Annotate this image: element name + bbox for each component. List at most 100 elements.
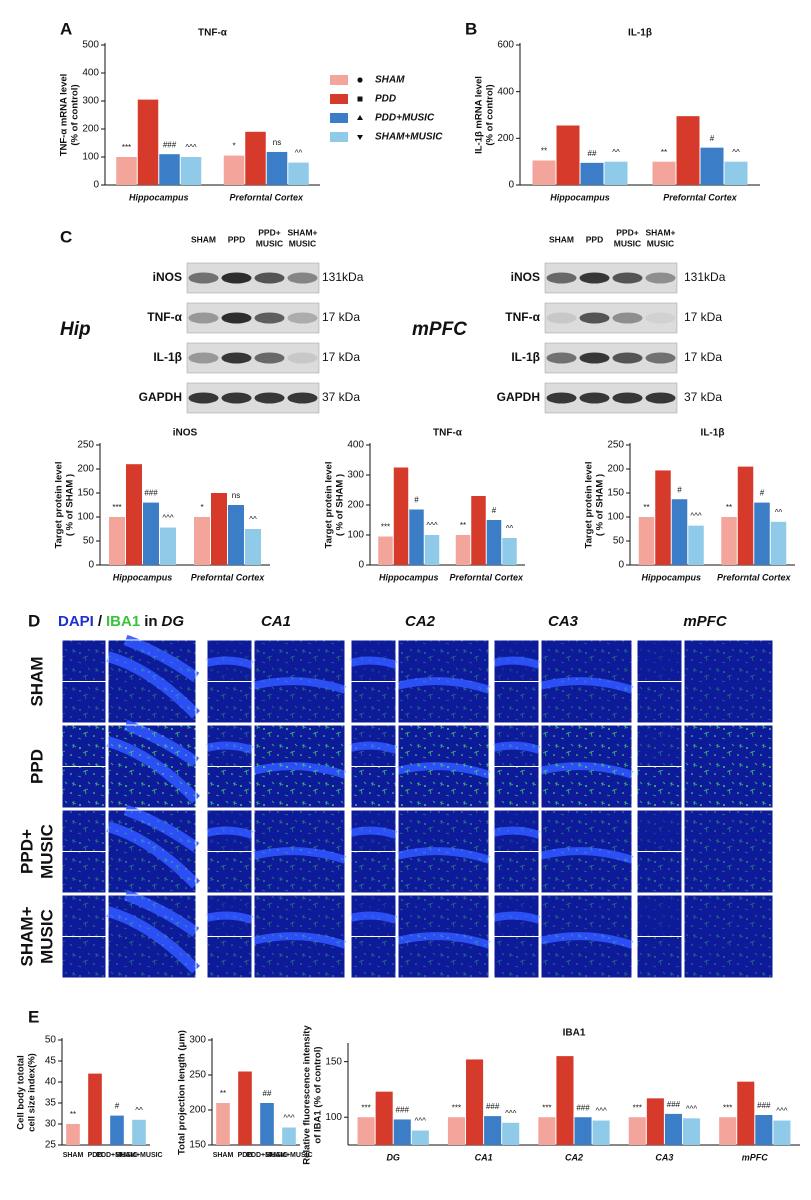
- panel-label: D: [28, 611, 40, 630]
- y-tick-label: 200: [77, 464, 94, 475]
- significance-label: **: [460, 521, 466, 530]
- bar: [628, 1117, 646, 1145]
- microglia: [351, 725, 396, 767]
- size-label: 131kDa: [322, 270, 364, 284]
- microglia: [207, 936, 252, 978]
- microglia: [254, 725, 345, 808]
- chart-title: IBA1: [563, 1028, 586, 1039]
- bar: [486, 520, 502, 565]
- y-tick-label: 40: [45, 1077, 57, 1088]
- y-tick-label: 35: [45, 1098, 57, 1109]
- blot-band: [287, 312, 318, 324]
- frame: [61, 766, 107, 809]
- size-label: 37 kDa: [322, 390, 360, 404]
- size-label: 17 kDa: [684, 310, 722, 324]
- y-tick-label: 200: [82, 124, 99, 135]
- blot-band: [188, 272, 219, 284]
- significance-label: ^^^: [690, 512, 702, 521]
- microglia: [541, 895, 632, 978]
- legend-marker: [357, 135, 363, 140]
- microglia: [207, 810, 252, 852]
- significance-label: **: [70, 1110, 76, 1119]
- lane-label: SHAM+: [288, 227, 318, 237]
- y-tick-label: 300: [189, 1035, 206, 1046]
- bar: [424, 535, 440, 565]
- frame: [540, 809, 633, 894]
- microglia: [62, 640, 106, 682]
- lane-label: SHAM: [191, 234, 216, 244]
- x-tick-label: PDD: [238, 1152, 253, 1159]
- microglia: [207, 895, 252, 937]
- microglia: [684, 810, 773, 893]
- significance-label: ###: [576, 1103, 590, 1112]
- frame: [683, 639, 774, 724]
- frame: [61, 681, 107, 724]
- significance-label: #: [414, 496, 419, 505]
- legend-label: SHAM+MUSIC: [375, 132, 443, 143]
- microglia: [351, 766, 396, 808]
- microglia: [637, 766, 682, 808]
- blot-band: [287, 272, 318, 284]
- bar: [378, 536, 393, 565]
- bar: [159, 154, 180, 185]
- blot-band: [579, 352, 610, 364]
- lane-label: PPD+: [258, 227, 280, 237]
- row-label: MUSIC: [37, 824, 56, 879]
- microglia: [637, 640, 682, 682]
- bar: [447, 1117, 466, 1145]
- x-tick-label: Preforntal Cortex: [449, 572, 524, 582]
- frame: [540, 894, 633, 979]
- microglia: [398, 810, 489, 893]
- y-axis-label: Relative fluorescence intensity: [302, 1025, 313, 1165]
- microglia: [494, 681, 539, 723]
- microglia: [62, 810, 106, 852]
- bar: [194, 517, 210, 565]
- significance-label: ^^: [775, 508, 783, 517]
- bar: [737, 1081, 755, 1145]
- x-tick-label: PDD: [88, 1152, 103, 1159]
- panel-label: A: [60, 19, 72, 38]
- bar: [126, 464, 142, 565]
- x-tick-label: Preforntal Cortex: [717, 572, 792, 582]
- chart-title: IL-1β: [628, 28, 652, 39]
- size-label: 131kDa: [684, 270, 726, 284]
- microglia: [207, 851, 252, 893]
- y-tick-label: 100: [607, 512, 624, 523]
- y-tick-label: 0: [358, 560, 364, 571]
- y-tick-label: 500: [82, 40, 99, 51]
- frame: [206, 936, 253, 979]
- bar: [556, 125, 580, 185]
- legend-marker: [357, 96, 363, 102]
- significance-label: **: [661, 148, 667, 157]
- significance-label: ^^^: [595, 1107, 607, 1116]
- frame: [107, 894, 197, 979]
- significance-label: **: [541, 147, 547, 156]
- significance-label: #: [710, 134, 715, 143]
- significance-label: ^^^: [162, 514, 174, 523]
- microglia: [494, 725, 539, 767]
- frame: [107, 639, 197, 724]
- frame: [397, 639, 490, 724]
- significance-label: ^^^: [505, 1109, 517, 1118]
- blot-band: [546, 392, 577, 404]
- x-tick-label: CA1: [475, 1152, 493, 1162]
- blot-band: [254, 392, 285, 404]
- lane-label: MUSIC: [256, 238, 283, 248]
- microglia: [684, 640, 773, 723]
- y-axis-label: Target protein level: [54, 462, 65, 549]
- microglia: [541, 640, 632, 723]
- microglia: [254, 640, 345, 723]
- x-tick-label: PDD+MUSIC: [96, 1152, 137, 1159]
- row-label: SHAM+: [17, 906, 36, 966]
- y-axis-label: Cell body tototal: [16, 1055, 27, 1129]
- y-tick-label: 250: [189, 1070, 206, 1081]
- microglia: [254, 895, 345, 978]
- microglia: [684, 895, 773, 978]
- bar: [238, 1071, 252, 1145]
- bar: [223, 155, 245, 185]
- significance-label: ***: [122, 143, 131, 152]
- legend-marker: [357, 115, 363, 120]
- y-tick-label: 400: [497, 86, 514, 97]
- bar: [375, 1091, 393, 1145]
